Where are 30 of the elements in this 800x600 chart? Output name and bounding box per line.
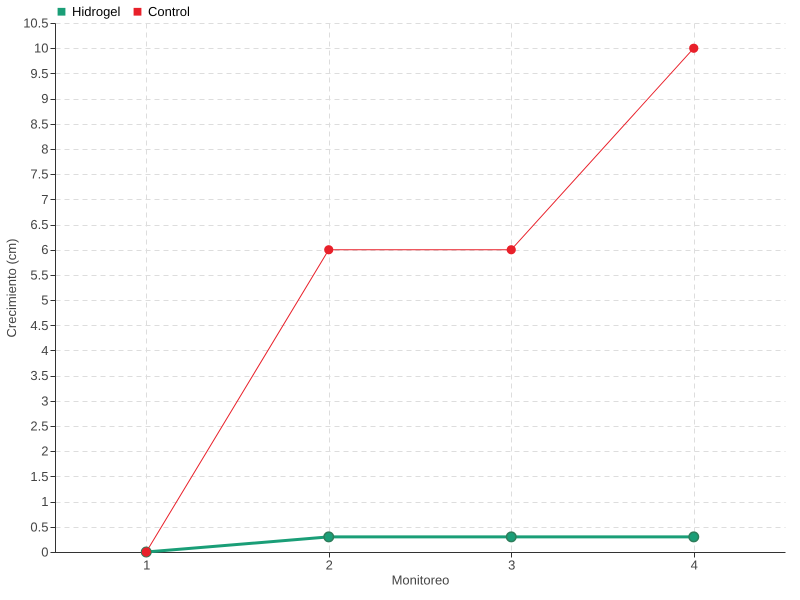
y-tick-label: 0 (41, 544, 48, 560)
y-tick-label: 7 (41, 192, 48, 207)
y-tick-label: 2 (41, 444, 48, 459)
y-tick-label: 7.5 (30, 166, 48, 182)
x-tick-label: 2 (326, 558, 333, 572)
y-tick-label: 1 (41, 494, 48, 510)
y-tick-label: 6 (41, 242, 48, 258)
y-tick-label: 3 (41, 393, 48, 408)
y-tick-label: 2.5 (30, 418, 48, 434)
y-tick-label: 9.5 (30, 66, 48, 81)
y-tick-label: 10 (34, 40, 48, 56)
x-tick-label: 4 (690, 558, 698, 572)
y-tick-label: 5.5 (30, 267, 48, 282)
legend-label: Control (148, 4, 190, 19)
y-tick-label: 6.5 (30, 217, 48, 232)
y-tick-label: 4 (41, 342, 48, 358)
y-tick-label: 1.5 (30, 468, 48, 484)
y-tick-label: 0.5 (30, 519, 48, 534)
y-tick-label: 10.5 (23, 16, 48, 30)
y-tick-label: 3.5 (30, 368, 48, 384)
y-tick-label: 9 (41, 91, 48, 106)
x-axis-title: Monitoreo (392, 572, 450, 588)
y-tick-label: 8 (41, 141, 48, 156)
x-tick-label: 1 (143, 558, 150, 572)
x-tick-label: 3 (508, 558, 516, 572)
y-tick-label: 4.5 (30, 318, 48, 333)
y-axis-title: Crecimiento (cm) (4, 238, 20, 338)
y-tick-label: 5 (41, 292, 48, 308)
y-tick-label: 8.5 (30, 116, 48, 132)
legend-label: Hidrogel (72, 4, 121, 19)
